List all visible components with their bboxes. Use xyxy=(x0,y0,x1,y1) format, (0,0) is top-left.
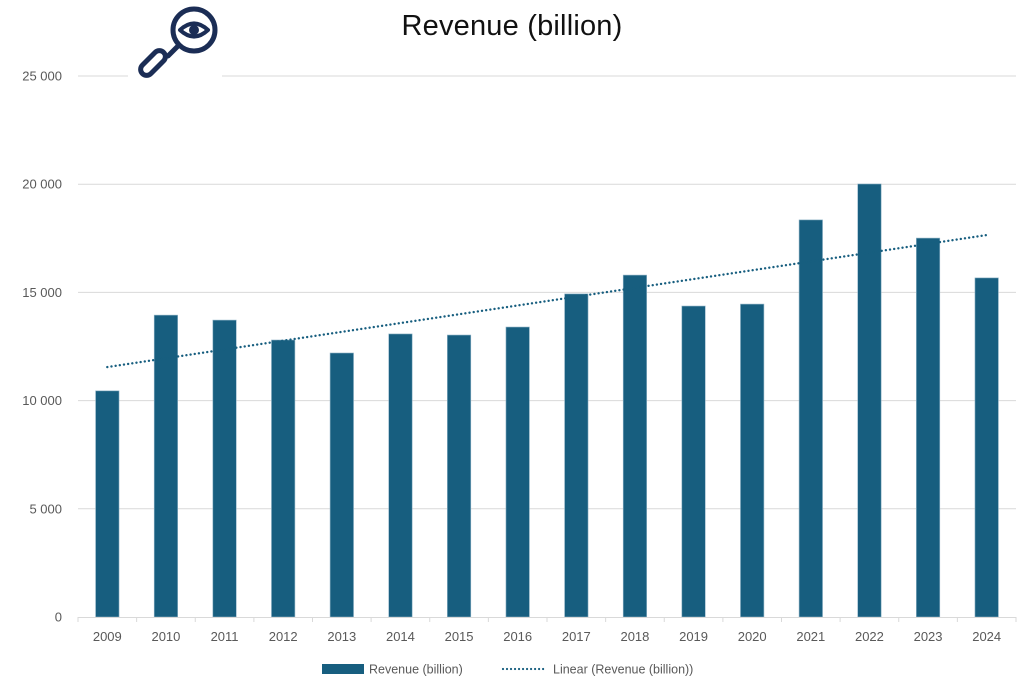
bar-2016 xyxy=(505,326,530,618)
y-tick-label: 20 000 xyxy=(22,177,62,192)
bar-2019 xyxy=(681,305,706,618)
x-tick-label: 2023 xyxy=(914,629,943,644)
bar-2009 xyxy=(95,390,120,618)
bar-2011 xyxy=(212,319,237,618)
chart-title: Revenue (billion) xyxy=(401,10,623,42)
bar-2018 xyxy=(622,274,647,618)
logo xyxy=(128,2,222,88)
legend-label-revenue: Revenue (billion) xyxy=(369,663,463,677)
bar-2012 xyxy=(271,339,296,618)
y-tick-label: 5 000 xyxy=(29,501,62,516)
x-tick-label: 2020 xyxy=(738,629,767,644)
x-tick-label: 2017 xyxy=(562,629,591,644)
bar-2013 xyxy=(329,352,354,618)
x-tick-label: 2013 xyxy=(327,629,356,644)
x-tick-label: 2019 xyxy=(679,629,708,644)
bar-2020 xyxy=(740,303,765,618)
bar-2024 xyxy=(974,277,999,618)
x-tick-label: 2009 xyxy=(93,629,122,644)
x-tick-label: 2015 xyxy=(445,629,474,644)
y-tick-label: 10 000 xyxy=(22,393,62,408)
bar-2021 xyxy=(798,219,823,618)
bar-2017 xyxy=(564,293,589,618)
x-tick-label: 2024 xyxy=(972,629,1001,644)
x-tick-label: 2016 xyxy=(503,629,532,644)
y-axis-ticks: 0 5 000 10 000 15 000 20 000 25 000 xyxy=(22,69,62,625)
y-tick-label: 15 000 xyxy=(22,285,62,300)
x-tick-label: 2011 xyxy=(211,629,239,644)
legend: Revenue (billion) Linear (Revenue (billi… xyxy=(322,663,693,677)
y-tick-label: 0 xyxy=(55,610,62,625)
bar-2022 xyxy=(857,183,882,618)
x-tick-label: 2022 xyxy=(855,629,884,644)
magnifying-glass-eye-icon xyxy=(138,6,218,78)
y-tick-label: 25 000 xyxy=(22,69,62,84)
trendline xyxy=(106,233,988,369)
x-tick-label: 2014 xyxy=(386,629,415,644)
x-axis: 2009 2010 2011 2012 2013 2014 2015 2016 2017 2018… xyxy=(77,617,1017,644)
x-tick-label: 2012 xyxy=(269,629,298,644)
x-tick-label: 2021 xyxy=(796,629,825,644)
bar-2015 xyxy=(447,334,472,618)
legend-swatch-revenue xyxy=(322,664,364,674)
bar-2023 xyxy=(916,237,941,618)
x-tick-label: 2010 xyxy=(151,629,180,644)
x-tick-label: 2018 xyxy=(620,629,649,644)
legend-label-trendline: Linear (Revenue (billion)) xyxy=(553,663,693,677)
trendline-group xyxy=(106,233,988,369)
bar-2014 xyxy=(388,333,413,618)
